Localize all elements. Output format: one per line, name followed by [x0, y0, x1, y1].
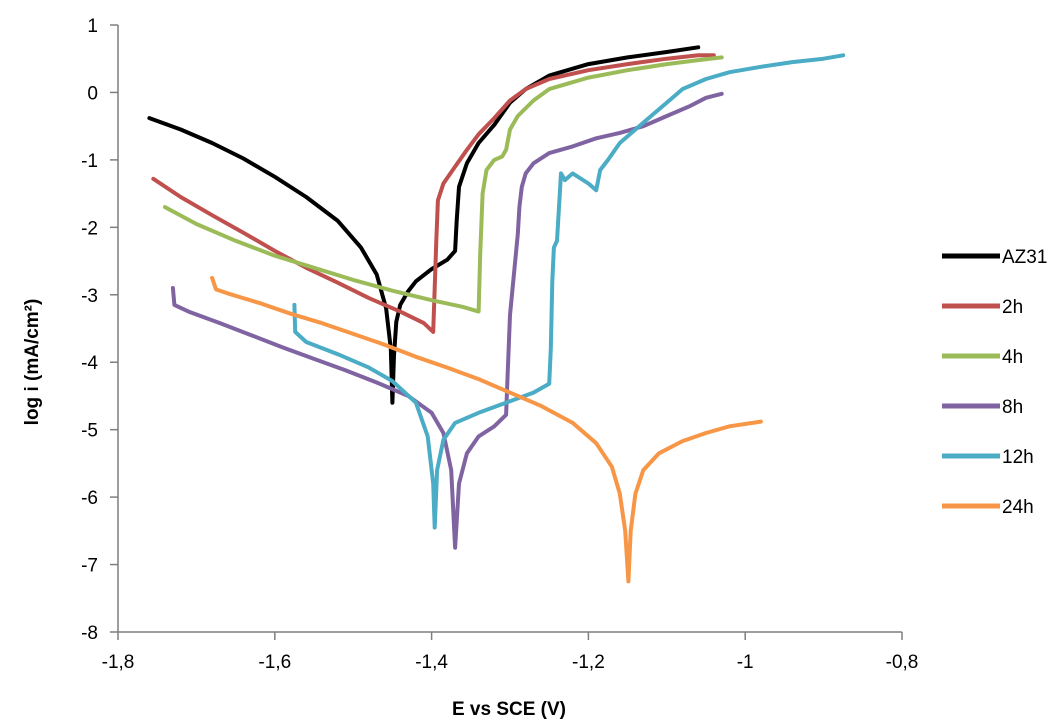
series-line-2h — [151, 53, 716, 334]
y-tick-label: -5 — [81, 421, 98, 442]
y-tick-label: -4 — [81, 353, 98, 374]
legend-label: 8h — [1002, 397, 1023, 418]
legend-label: 4h — [1002, 347, 1023, 368]
series-line-8h — [170, 91, 724, 550]
y-axis-title: log i (mA/cm²) — [22, 299, 43, 426]
x-axis-title: E vs SCE (V) — [452, 699, 566, 720]
legend-label: AZ31 — [1002, 247, 1047, 268]
y-tick-label: -2 — [81, 218, 98, 239]
legend-label: 24h — [1002, 497, 1034, 518]
legend-label: 2h — [1002, 297, 1023, 318]
x-tick-label: -1,6 — [258, 652, 291, 673]
x-tick-label: -1 — [737, 652, 754, 673]
series-line-12h — [292, 53, 846, 530]
y-tick-label: 1 — [87, 16, 98, 37]
x-tick-label: -1,2 — [572, 652, 605, 673]
y-tick-label: -3 — [81, 286, 98, 307]
y-tick-label: -8 — [81, 623, 98, 644]
series-line-24h — [210, 275, 763, 584]
axes: 1 0 -1 -2 -3 -4 -5 -6 -7 -8-1,8 -1,6 -1,4 -1,2 -1 -0,8 — [81, 16, 918, 673]
x-tick-label: -1,8 — [102, 652, 135, 673]
x-tick-label: -1,4 — [415, 652, 448, 673]
y-tick-label: 0 — [87, 83, 98, 104]
y-tick-label: -7 — [81, 556, 98, 577]
legend: AZ31 2h 4h 8h 12h 24h — [942, 247, 1047, 518]
x-tick-label: -0,8 — [886, 652, 919, 673]
plot-area — [147, 45, 846, 584]
y-tick-label: -1 — [81, 151, 98, 172]
legend-label: 12h — [1002, 447, 1034, 468]
y-tick-label: -6 — [81, 488, 98, 509]
series-line-4h — [163, 55, 724, 314]
